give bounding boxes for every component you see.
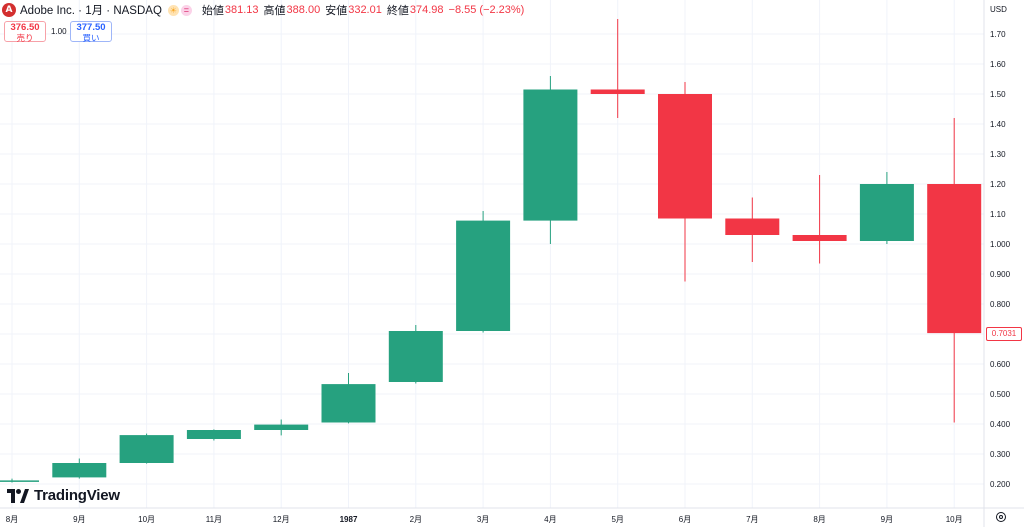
y-tick-label: 0.300: [990, 450, 1011, 459]
x-tick-label: 10月: [946, 515, 963, 524]
x-tick-label: 3月: [477, 515, 489, 524]
sell-price: 376.50: [10, 22, 40, 33]
sell-label: 売り: [16, 33, 34, 43]
candle-body: [0, 480, 39, 482]
symbol-header: A Adobe Inc. · 1月 · NASDAQ ☀ = 始値 381.13…: [2, 2, 529, 18]
y-tick-label: 1.50: [990, 90, 1006, 99]
x-tick-label: 5月: [611, 515, 623, 524]
x-tick-label: 8月: [813, 515, 825, 524]
candle-body: [523, 89, 578, 221]
x-tick-label: 4月: [544, 515, 556, 524]
close-label: 終値: [386, 5, 409, 17]
spread-value: 1.00: [51, 27, 67, 36]
close-value: 374.98: [409, 4, 444, 16]
buy-price: 377.50: [76, 22, 106, 33]
low-label: 安値: [325, 5, 348, 17]
candle-body: [792, 235, 847, 241]
x-tick-label: 6月: [679, 515, 691, 524]
x-tick-label: 1987: [340, 515, 358, 524]
data-mode-icon[interactable]: =: [180, 4, 192, 16]
y-tick-label: 0.800: [990, 300, 1011, 309]
candle-body: [859, 184, 914, 241]
tradingview-logo[interactable]: TradingView: [7, 487, 120, 504]
candle-body: [658, 94, 712, 219]
candles: [0, 19, 982, 483]
x-tick-label: 8月: [6, 515, 18, 524]
high-label: 高値: [263, 5, 286, 17]
candle-body: [590, 89, 645, 94]
y-tick-label: 1.70: [990, 30, 1006, 39]
y-tick-label: 1.20: [990, 180, 1006, 189]
y-tick-label: 0.500: [990, 390, 1011, 399]
market-status-sun-icon[interactable]: ☀: [167, 4, 179, 16]
x-tick-label: 2月: [410, 515, 422, 524]
buy-button[interactable]: 377.50 買い: [70, 21, 112, 43]
x-tick-label: 11月: [206, 515, 222, 524]
candle-body: [186, 430, 241, 439]
x-tick-label: 7月: [746, 515, 758, 524]
high-value: 388.00: [286, 4, 321, 16]
y-tick-label: 1.10: [990, 210, 1006, 219]
currency-selector[interactable]: USD: [990, 5, 1007, 14]
candle-body: [456, 220, 511, 331]
candle-body: [927, 184, 982, 334]
tradingview-wordmark: TradingView: [34, 487, 120, 504]
time-axis[interactable]: 8月 9月 10月 11月 12月 1987 2月 3月 4月 5月 6月 7月 8月 9月 10月: [0, 507, 1024, 524]
symbol-title[interactable]: Adobe Inc. · 1月 · NASDAQ: [20, 5, 162, 17]
y-tick-label: 1.30: [990, 150, 1006, 159]
candle-body: [725, 218, 780, 235]
candle-body: [52, 463, 107, 478]
x-tick-label: 10月: [138, 515, 155, 524]
x-tick-label: 9月: [881, 515, 893, 524]
y-tick-label: 1.60: [990, 60, 1006, 69]
y-tick-label: 0.600: [990, 360, 1011, 369]
candle-body: [321, 384, 376, 423]
x-tick-label: 12月: [273, 515, 290, 524]
y-tick-label: 1.40: [990, 120, 1006, 129]
grid: [0, 0, 984, 508]
x-tick-label: 9月: [73, 515, 85, 524]
y-tick-label: 1.000: [990, 240, 1011, 249]
open-value: 381.13: [224, 4, 259, 16]
adobe-logo-icon: A: [2, 3, 16, 17]
price-axis[interactable]: 0.2000.3000.4000.5000.6000.7000.8000.900…: [983, 0, 1011, 527]
y-tick-label: 0.200: [990, 480, 1011, 489]
y-tick-label: 0.400: [990, 420, 1011, 429]
settings-gear-icon[interactable]: [996, 512, 1006, 522]
candle-body: [254, 424, 309, 430]
candle-body: [119, 435, 174, 463]
candle-body: [388, 331, 443, 382]
change-value: −8.55 (−2.23%): [448, 4, 525, 16]
y-tick-label: 0.900: [990, 270, 1011, 279]
low-value: 332.01: [348, 4, 382, 16]
tradingview-mark-icon: [7, 488, 29, 503]
open-label: 始値: [201, 5, 224, 17]
buy-label: 買い: [82, 33, 100, 43]
sell-button[interactable]: 376.50 売り: [4, 21, 46, 43]
last-price-label: 0.7031: [986, 327, 1022, 341]
